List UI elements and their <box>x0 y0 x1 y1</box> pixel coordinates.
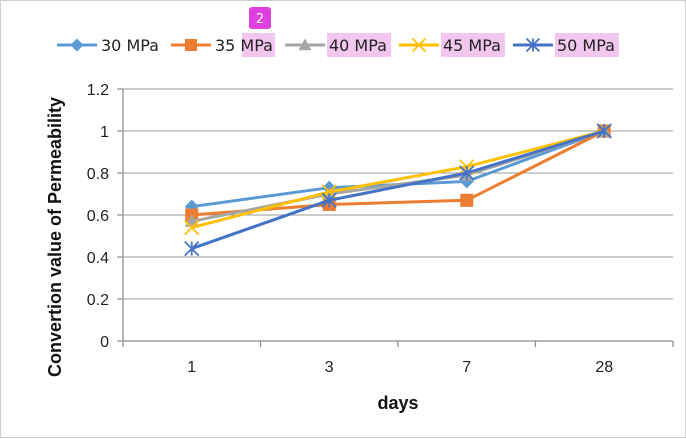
legend-marker <box>411 37 427 53</box>
marker-stroke <box>411 37 427 53</box>
series-30-mpa <box>184 124 612 214</box>
axes <box>117 88 674 347</box>
legend-marker <box>184 39 197 51</box>
legend-highlight <box>241 33 275 57</box>
legend-marker <box>525 37 541 53</box>
series-50-mpa <box>184 123 612 257</box>
x-tick-labels: 1 3 7 28 <box>187 359 613 376</box>
legend-label: 50 MPa <box>557 36 615 55</box>
series-line <box>191 129 605 209</box>
data-point <box>184 240 200 257</box>
x-axis-title: days <box>377 393 418 413</box>
x-tick-label: 7 <box>462 359 471 376</box>
series-line <box>191 129 605 230</box>
data-point <box>184 219 200 236</box>
annotation-badge-label: 2 <box>256 12 264 27</box>
annotation-badge: 2 <box>249 7 271 29</box>
legend-highlight <box>554 33 619 57</box>
marker-stroke <box>184 219 200 236</box>
data-point <box>596 123 612 139</box>
legend-item: 50 MPa <box>512 36 615 55</box>
grid-lines <box>123 88 673 300</box>
data-point <box>460 193 474 207</box>
legend-item: 45 MPa <box>398 36 501 55</box>
legend-label: 35 MPa <box>215 36 273 55</box>
y-tick-label: 0.2 <box>87 292 109 309</box>
legend-label: 30 MPa <box>101 36 159 55</box>
series-45-mpa <box>184 123 612 236</box>
x-tick-label: 1 <box>187 359 196 376</box>
data-point <box>321 192 337 208</box>
legend-label: 40 MPa <box>329 36 387 55</box>
annotation-badge-background <box>249 7 271 29</box>
legend-highlights <box>241 33 619 57</box>
legend: 30 MPa 35 MPa 40 MPa 45 MPa 50 MPa <box>57 36 615 55</box>
series-lines <box>184 123 612 257</box>
y-axis-title: Convertion value of Permeability <box>45 97 65 377</box>
legend-item: 30 MPa <box>57 36 159 55</box>
legend-item: 40 MPa <box>284 36 387 55</box>
x-tick-label: 3 <box>325 359 334 376</box>
legend-highlight <box>440 33 505 57</box>
y-tick-label: 0.6 <box>87 208 109 225</box>
y-tick-label: 0.4 <box>87 250 109 267</box>
y-tick-labels: 0 0.2 0.4 0.6 0.8 1 1.2 <box>87 82 109 351</box>
y-tick-label: 1 <box>100 124 109 141</box>
y-tick-label: 0 <box>100 334 109 351</box>
series-line <box>191 129 605 223</box>
data-point <box>459 165 475 181</box>
legend-marker <box>298 38 312 51</box>
legend-highlight <box>326 33 391 57</box>
legend-marker <box>70 38 84 52</box>
legend-label: 45 MPa <box>443 36 501 55</box>
legend-item: 35 MPa <box>170 36 273 55</box>
y-tick-label: 1.2 <box>87 82 109 99</box>
x-tick-label: 28 <box>595 359 613 376</box>
series-line <box>191 129 605 251</box>
y-tick-label: 0.8 <box>87 166 109 183</box>
